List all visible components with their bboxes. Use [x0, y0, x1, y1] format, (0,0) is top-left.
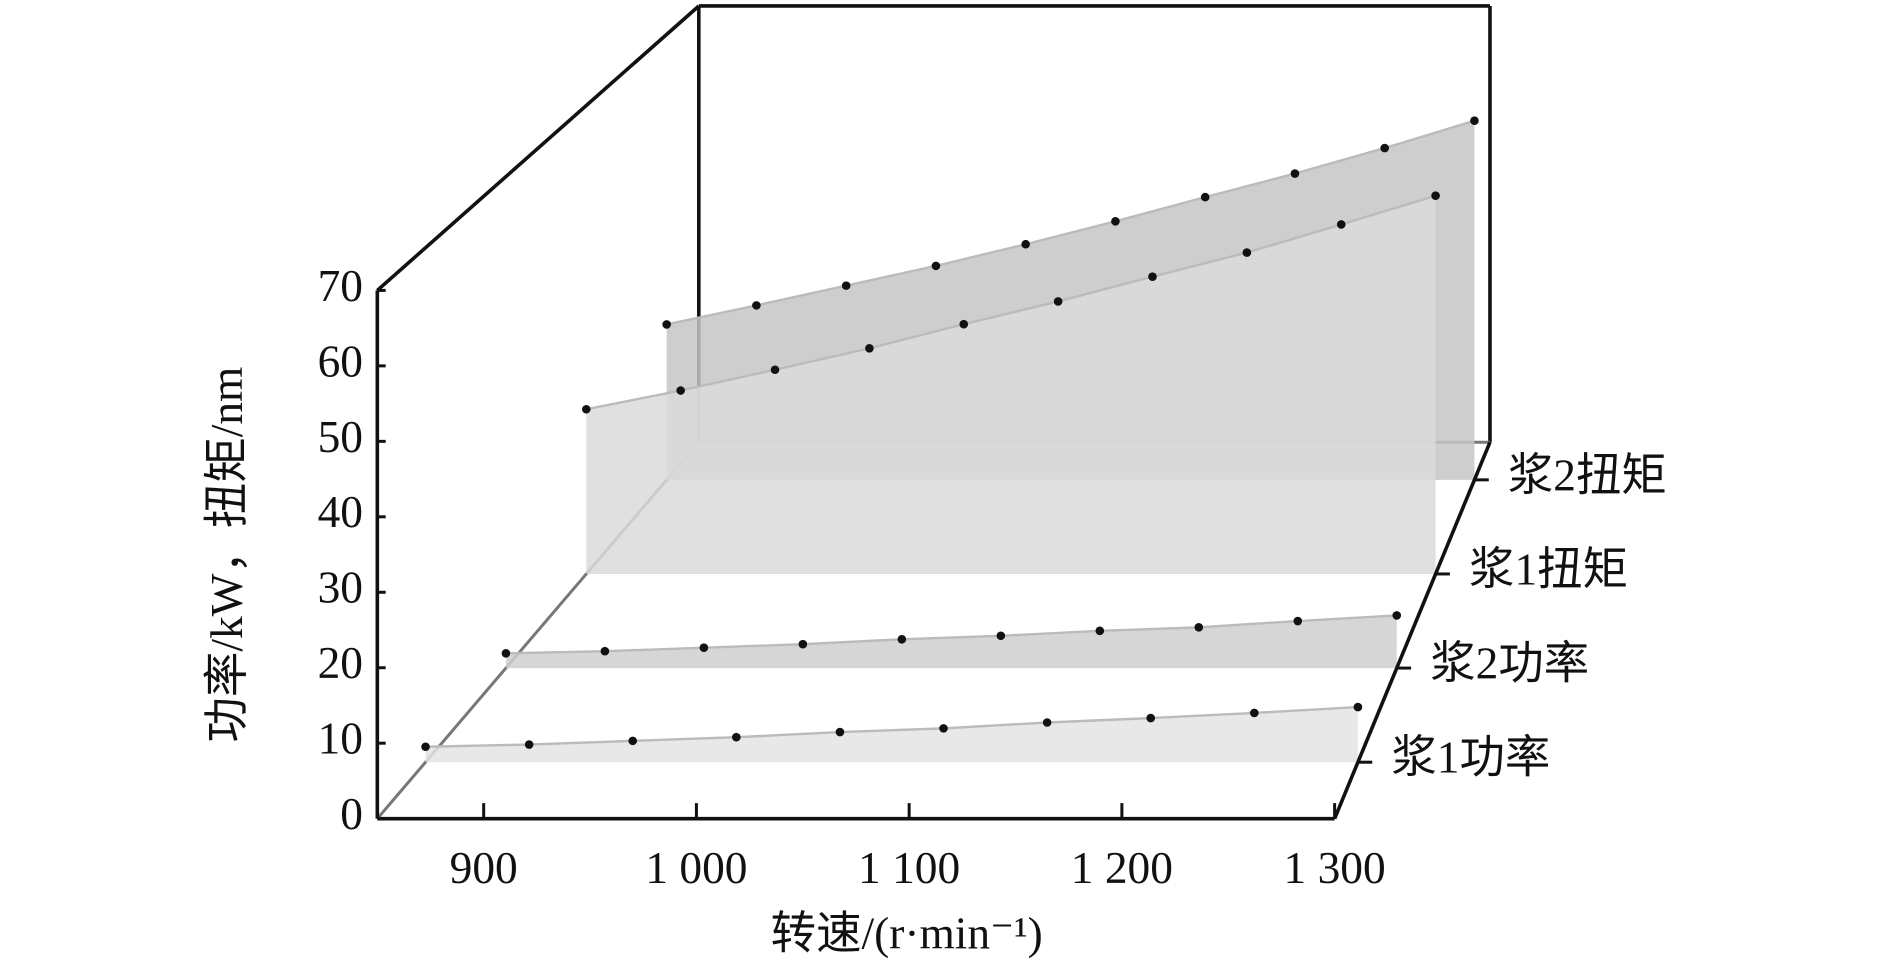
data-point [1194, 623, 1204, 632]
legend-label: 浆2扭矩 [1508, 450, 1667, 500]
data-point [841, 281, 851, 290]
data-point [1148, 272, 1157, 281]
data-point [1293, 616, 1303, 626]
data-point [628, 736, 638, 746]
depth-axis [1332, 441, 1492, 820]
data-point [1053, 297, 1063, 306]
data-point [1380, 143, 1389, 153]
box-edge [376, 4, 700, 292]
data-point [524, 740, 534, 749]
area [425, 707, 1358, 763]
data-point [662, 320, 671, 329]
data-point [865, 344, 874, 353]
data-point [1336, 220, 1346, 229]
area-edge [666, 119, 1475, 326]
y-tick-label: 70 [318, 261, 363, 311]
x-tick-label: 900 [450, 843, 518, 893]
data-point [1290, 169, 1300, 178]
data-point [1470, 116, 1479, 126]
data-point [421, 742, 430, 752]
legend-label: 浆1功率 [1391, 733, 1550, 783]
data-point [1042, 718, 1052, 727]
area-edge [586, 194, 1436, 411]
data-point [1146, 713, 1156, 723]
data-point [600, 646, 610, 656]
x-tick-label: 1 300 [1284, 843, 1386, 893]
data-point [676, 386, 685, 395]
data-point [770, 365, 780, 375]
data-point [1021, 239, 1030, 249]
y-tick-label: 50 [318, 412, 363, 462]
data-point [939, 724, 948, 733]
data-point [1250, 708, 1259, 718]
x-axis-title: 转速/(r·min⁻¹) [771, 909, 1043, 959]
data-point [959, 319, 969, 329]
frame [375, 290, 1492, 821]
plot-area [421, 116, 1479, 763]
data-point [1095, 626, 1105, 636]
x-tick-label: 1 000 [645, 843, 747, 893]
data-point [897, 634, 907, 644]
x-tick-label: 1 200 [1071, 843, 1173, 893]
y-tick-label: 40 [318, 487, 363, 537]
data-point [798, 639, 808, 649]
area-edge [425, 705, 1358, 748]
y-tick-label: 20 [318, 638, 363, 688]
data-point [931, 261, 941, 271]
data-point [1392, 611, 1402, 620]
data-point [699, 643, 709, 653]
area [586, 195, 1436, 574]
y-tick-label: 10 [318, 714, 363, 764]
data-point [835, 727, 845, 737]
area-edge [505, 614, 1397, 655]
y-tick-label: 60 [318, 336, 363, 386]
data-point [1353, 702, 1363, 712]
legend-label: 浆2功率 [1430, 638, 1589, 688]
y-tick-label: 0 [340, 789, 363, 839]
data-point [1200, 192, 1210, 202]
data-point [996, 631, 1006, 641]
x-tick-label: 1 100 [858, 843, 960, 893]
data-point [1242, 248, 1252, 257]
data-point [752, 301, 761, 310]
legend-label: 浆1扭矩 [1469, 544, 1628, 594]
data-point [1431, 191, 1440, 200]
data-point [501, 649, 511, 658]
y-axis-title: 功率/kW，扭矩/nm [202, 367, 252, 743]
data-point [581, 404, 591, 414]
y-tick-label: 30 [318, 563, 363, 613]
data-point [732, 732, 741, 742]
data-point [1111, 217, 1120, 226]
